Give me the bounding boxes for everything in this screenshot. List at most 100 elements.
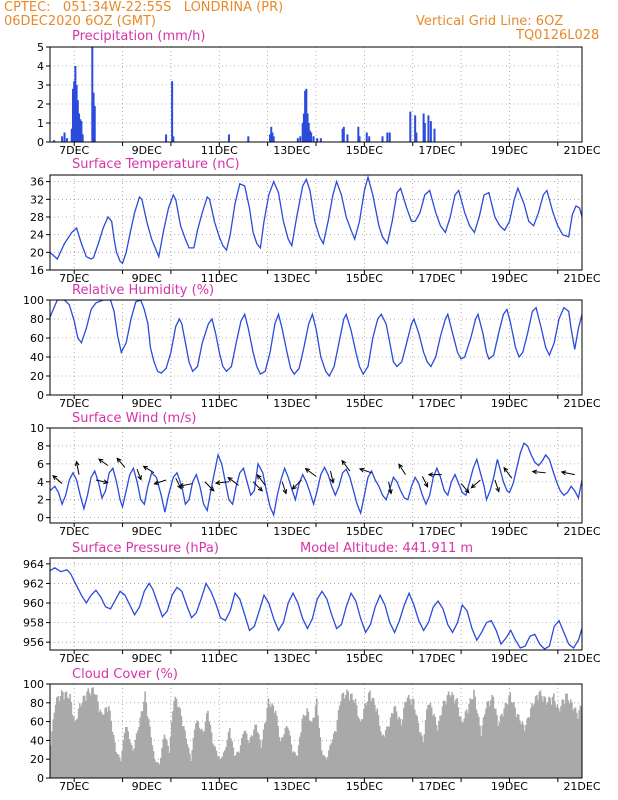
- cloud-bar: [187, 747, 190, 778]
- cloud-bar: [476, 713, 479, 778]
- cloud-bar: [397, 719, 399, 778]
- wind-arrow: [153, 479, 167, 485]
- precip-bar: [358, 136, 361, 142]
- x-tick-label: 9DEC: [132, 144, 162, 157]
- cloud-bar: [347, 691, 350, 778]
- cloud-bar: [357, 716, 359, 778]
- cloud-bar: [509, 692, 512, 778]
- precip-bar: [312, 136, 315, 142]
- x-tick-label: 7DEC: [59, 525, 89, 538]
- panel-title: Surface Temperature (nC): [72, 157, 240, 172]
- cloud-bar: [500, 713, 503, 778]
- cloud-bar: [533, 703, 536, 778]
- cloud-bar: [89, 695, 92, 778]
- cloud-bar: [450, 696, 452, 778]
- cloud-bar: [144, 691, 146, 778]
- cloud-bar: [153, 759, 156, 778]
- cloud-bar: [520, 723, 522, 778]
- cloud-bar: [340, 700, 342, 778]
- cloud-bar: [543, 696, 545, 778]
- cloud-bar: [435, 724, 438, 778]
- cloud-bar: [93, 693, 96, 778]
- cloud-bar: [369, 690, 371, 778]
- precip-bar: [308, 130, 311, 142]
- cloud-bar: [192, 738, 195, 778]
- cloud-bar: [418, 732, 421, 778]
- cloud-bar: [427, 704, 429, 778]
- y-tick-label: 100: [23, 294, 44, 307]
- y-tick-label: 2: [37, 98, 44, 111]
- cloud-bar: [573, 708, 576, 778]
- precip-bar: [61, 136, 64, 142]
- cloud-bar: [336, 720, 339, 778]
- precip-bar: [247, 136, 250, 142]
- cloud-bar: [224, 750, 226, 778]
- cloud-bar: [504, 702, 507, 778]
- cloud-bar: [432, 715, 434, 778]
- cloud-bar: [216, 755, 219, 778]
- cloud-bar: [561, 699, 564, 778]
- cloud-bar: [334, 730, 336, 778]
- cloud-bar: [138, 727, 140, 778]
- cloud-bar: [523, 731, 526, 778]
- x-tick-label: 15DEC: [346, 397, 383, 410]
- cloud-bar: [99, 709, 102, 778]
- cloud-bar: [486, 701, 489, 778]
- cloud-bar: [164, 738, 167, 778]
- x-tick-label: 11DEC: [201, 780, 238, 793]
- precip-bar: [305, 88, 308, 142]
- cloud-bar: [503, 708, 506, 778]
- cloud-bar: [214, 746, 217, 778]
- cloud-bar: [539, 690, 542, 778]
- cloud-bar: [566, 693, 568, 778]
- cloud-bar: [449, 694, 451, 778]
- cloud-bar: [467, 712, 469, 778]
- cloud-bar: [297, 745, 300, 778]
- wind-arrow: [329, 470, 335, 484]
- y-tick-label: 80: [30, 697, 44, 710]
- wind-arrow: [256, 474, 266, 486]
- cloud-bar: [498, 722, 501, 778]
- cloud-bar: [568, 703, 571, 778]
- cloud-bar: [266, 707, 269, 778]
- cloud-bar: [180, 715, 183, 778]
- cloud-bar: [471, 699, 474, 778]
- cloud-bar: [149, 726, 151, 778]
- wind-arrow: [95, 479, 109, 485]
- panel-4: Surface Wind (m/s) 0 2 4 6 8 10 7DEC 9DEC 11DEC 13…: [30, 411, 601, 538]
- cloud-bar: [301, 718, 304, 778]
- plot-area: [50, 684, 582, 778]
- cloud-bar: [68, 698, 70, 778]
- cloud-bar: [359, 721, 362, 778]
- cloud-bar: [319, 737, 322, 778]
- y-tick-label: 36: [30, 176, 44, 189]
- cloud-bar: [253, 729, 255, 778]
- wind-arrow: [252, 481, 264, 492]
- cloud-bar: [546, 702, 549, 778]
- cloud-bar: [499, 715, 502, 778]
- cloud-bar: [273, 712, 276, 778]
- cloud-bar: [110, 720, 113, 778]
- series-line: [50, 567, 582, 650]
- x-tick-label: 21DEC: [563, 144, 600, 157]
- x-tick-label: 13DEC: [273, 780, 310, 793]
- cloud-bar: [131, 745, 133, 778]
- cloud-bar: [163, 734, 166, 778]
- cloud-bar: [193, 729, 196, 778]
- cloud-bar: [117, 754, 120, 778]
- cloud-bar: [353, 703, 356, 778]
- precip-bar: [346, 134, 349, 142]
- cloud-bar: [429, 702, 432, 778]
- precip-bar: [342, 126, 345, 142]
- x-tick-label: 11DEC: [201, 144, 238, 157]
- cloud-bar: [417, 722, 420, 778]
- cloud-bar: [433, 713, 435, 778]
- cloud-bar: [237, 751, 240, 778]
- precip-bar: [78, 113, 81, 142]
- cloud-bar: [557, 708, 560, 778]
- cloud-bar: [72, 717, 75, 778]
- cloud-bar: [261, 739, 264, 778]
- cloud-bar: [172, 711, 174, 778]
- y-tick-label: 962: [23, 577, 44, 590]
- cloud-bar: [446, 695, 449, 778]
